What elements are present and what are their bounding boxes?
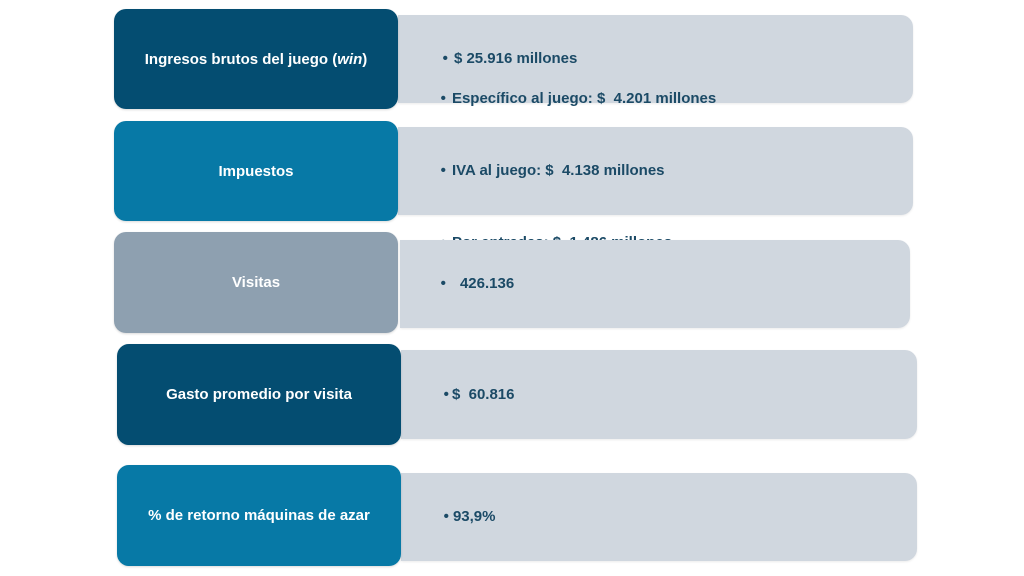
value-text: Específico al juego: $ 4.201 millones (451, 90, 717, 107)
value-item: • IVA al juego: $ 4.138 millones (424, 135, 913, 207)
label-visitas: Visitas (114, 232, 398, 333)
label-gasto-promedio-text: Gasto promedio por visita (166, 386, 352, 403)
label-visitas-text: Visitas (231, 274, 281, 291)
label-text-italic: win (337, 50, 363, 68)
value-gasto-promedio: • $ 60.816 (401, 350, 917, 439)
value-item: • 426.136 (424, 248, 910, 320)
label-text-main: Ingresos brutos del juego ( (144, 50, 338, 68)
label-impuestos-text: Impuestos (218, 162, 294, 180)
label-ingresos-brutos: Ingresos brutos del juego (win) (114, 9, 398, 109)
value-text: $ 25.916 millones (453, 50, 578, 67)
value-item: • Específico al juego: $ 4.201 millones (424, 63, 913, 135)
label-retorno-maquinas: % de retorno máquinas de azar (117, 465, 401, 566)
value-retorno-maquinas: • 93,9% (401, 473, 917, 561)
value-item: • $ 60.816 (427, 359, 917, 431)
value-impuestos: • Específico al juego: $ 4.201 millones •… (398, 90, 913, 251)
value-text: 426.136 (459, 275, 515, 292)
label-retorno-maquinas-text: % de retorno máquinas de azar (148, 507, 370, 524)
bullet-icon: • (443, 385, 449, 403)
value-item: • 93,9% (427, 481, 917, 553)
value-text: IVA al juego: $ 4.138 millones (451, 162, 665, 179)
bullet-icon: • (440, 275, 446, 292)
bullet-icon: • (443, 508, 449, 525)
value-text: 93,9% (452, 508, 496, 525)
value-visitas: • 426.136 (400, 240, 910, 328)
label-impuestos: Impuestos (114, 121, 398, 221)
bullet-icon: • (442, 50, 448, 67)
value-text: $ 60.816 (451, 385, 515, 403)
label-ingresos-brutos-text: Ingresos brutos del juego (win) (145, 51, 368, 68)
bullet-icon: • (440, 90, 446, 107)
value-item: • $ 25.916 millones (426, 23, 913, 95)
label-gasto-promedio: Gasto promedio por visita (117, 344, 401, 445)
value-ingresos-brutos: • $ 25.916 millones (398, 15, 913, 103)
label-text-end: ) (362, 50, 368, 68)
bullet-icon: • (440, 162, 446, 179)
